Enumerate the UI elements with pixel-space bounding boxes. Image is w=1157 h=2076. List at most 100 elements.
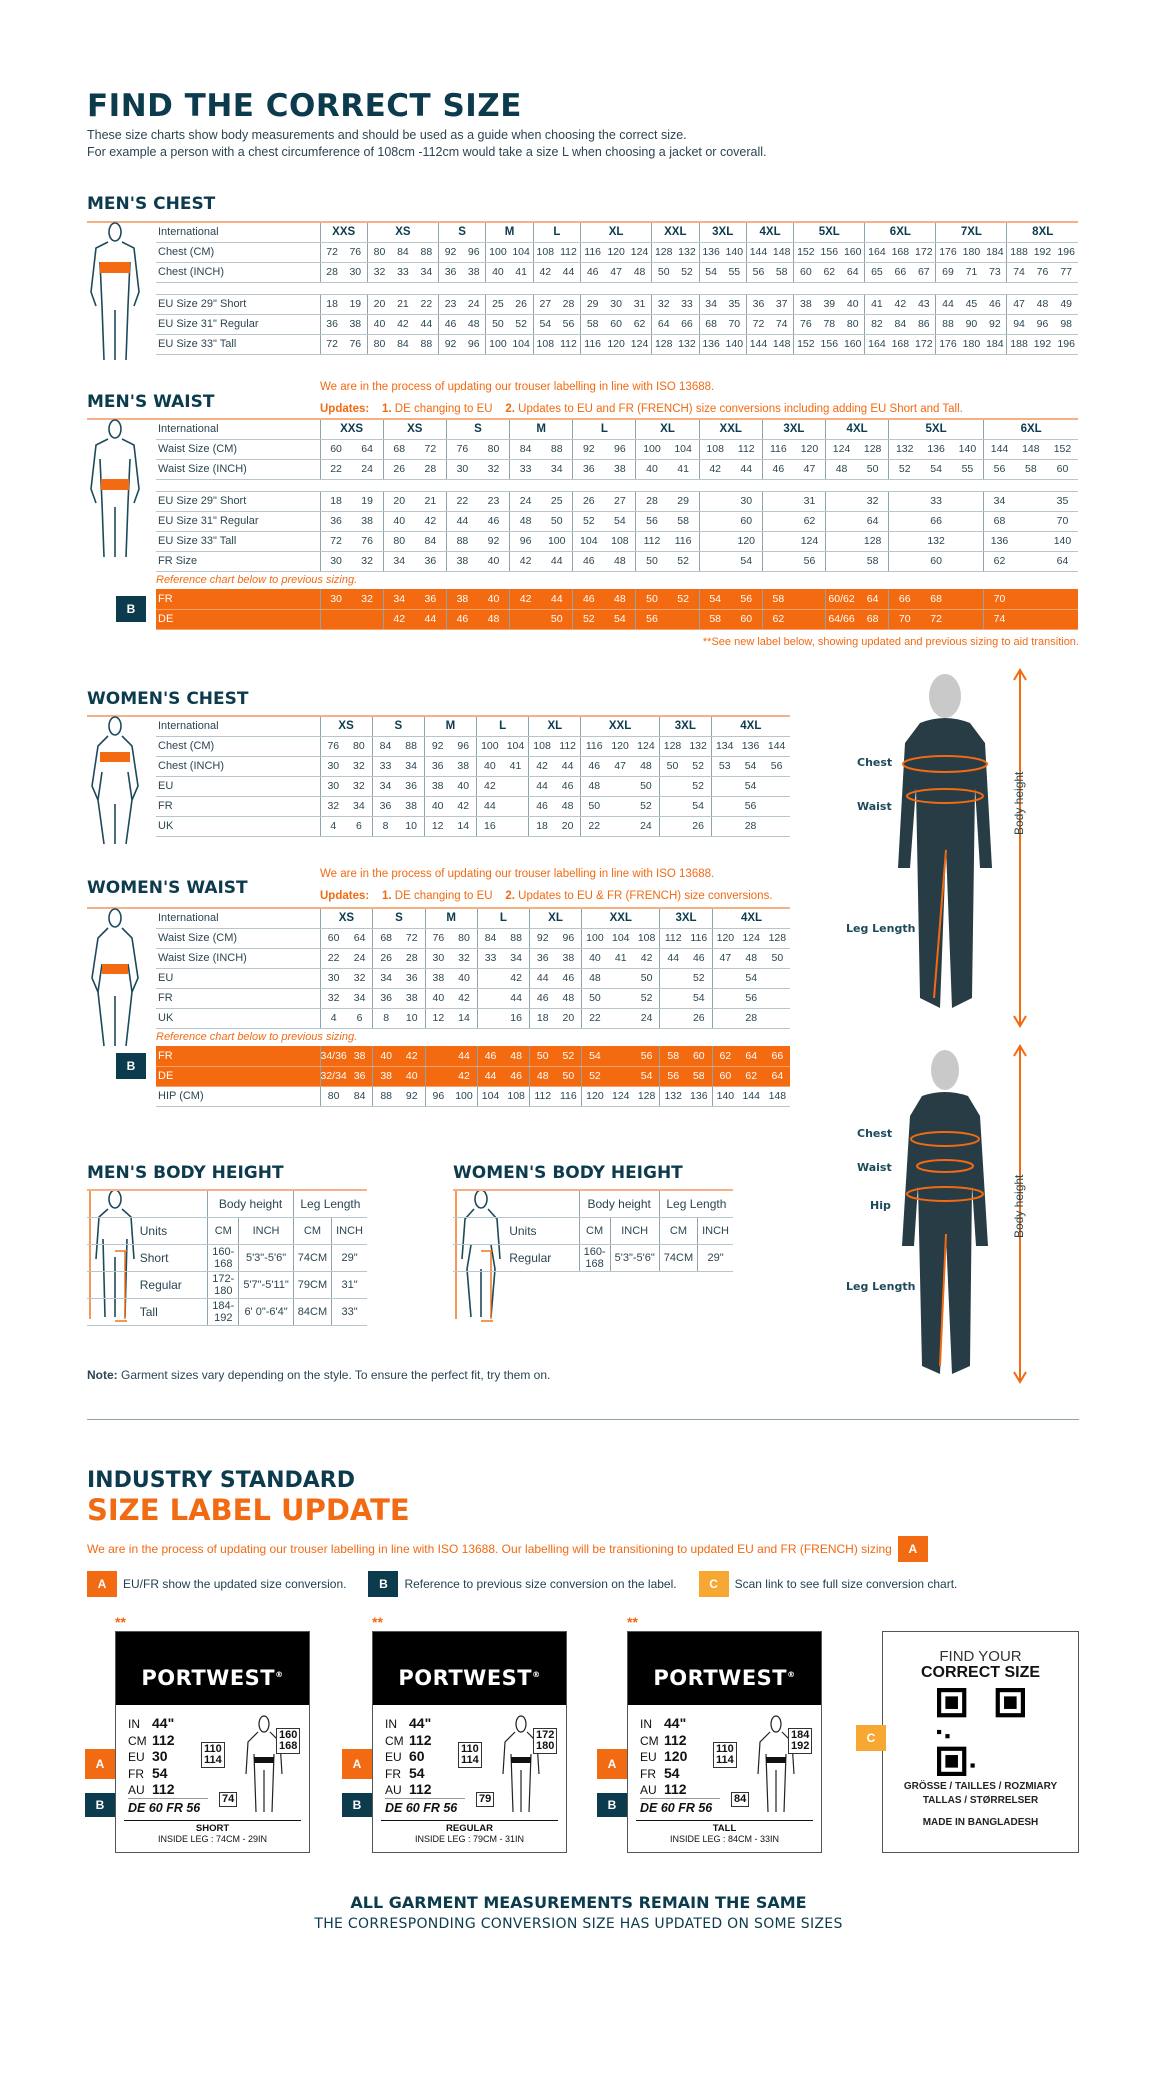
table-cell: 73	[983, 262, 1007, 283]
table-cell: 38	[398, 796, 425, 817]
table-cell: 64	[857, 511, 889, 532]
female-outline-chest-icon	[91, 716, 139, 845]
qr-code[interactable]	[936, 1688, 1025, 1776]
size-header: XL	[580, 222, 652, 243]
table-cell	[763, 796, 790, 817]
table-cell: 46	[477, 511, 510, 532]
table-cell	[793, 609, 826, 630]
table-cell: 94	[1006, 314, 1031, 335]
brand-name: PORTWEST	[141, 1666, 276, 1690]
table-cell: 45	[959, 294, 984, 315]
size-header: XS	[319, 716, 373, 737]
table-cell: 38	[793, 294, 818, 315]
table-cell: 58	[686, 1066, 713, 1087]
table-cell: 39	[817, 294, 842, 315]
table-cell: 46	[572, 589, 605, 610]
size-header: XL	[528, 908, 582, 929]
table-cell: 30	[343, 262, 368, 283]
table-cell: 116	[555, 1086, 582, 1107]
table-cell: 64	[651, 314, 676, 335]
table-cell: 100	[451, 1086, 478, 1107]
table-cell: 52	[667, 589, 700, 610]
value-key: FR	[385, 1766, 401, 1781]
table-cell: 104	[476, 1086, 504, 1107]
row-label: HIP (CM)	[156, 1086, 320, 1107]
table-cell	[951, 491, 984, 512]
table-cell: 5'3"-5'6"	[238, 1244, 294, 1272]
table-cell: 66	[764, 1046, 791, 1067]
table-cell: 44	[476, 1066, 504, 1087]
row-label: EU Size 31" Regular	[156, 511, 320, 532]
update-num: 2.	[505, 403, 515, 415]
table-cell: 96	[1030, 314, 1055, 335]
table-cell: 32	[451, 948, 478, 969]
table-cell: 36	[414, 551, 447, 572]
man-model-photo	[898, 674, 992, 1008]
table-cell	[711, 988, 739, 1009]
table-row: EU 30 32 34 36 38 40 42 44 46 48 50 52 54	[87, 968, 791, 989]
table-cell	[607, 968, 634, 989]
table-cell	[764, 968, 791, 989]
table-cell: 58	[580, 314, 605, 335]
table-cell: 46	[528, 988, 556, 1009]
badge-b: B	[597, 1793, 627, 1817]
table-cell: 76	[1030, 262, 1055, 283]
table-cell: 76	[424, 928, 452, 949]
table-cell: 44	[935, 294, 960, 315]
womens-waist-grid: International XS S M L XL XXL 3XL 4XL Waist Size …	[87, 907, 791, 1107]
table-cell: 88	[414, 334, 439, 355]
table-cell: 56	[635, 609, 668, 630]
table-cell: 64	[351, 439, 384, 460]
table-cell: 33	[509, 459, 542, 480]
badge-b: B	[368, 1571, 399, 1597]
value-key: CM	[640, 1733, 659, 1748]
table-cell	[476, 988, 504, 1009]
table-cell: 32	[351, 589, 384, 610]
table-cell: 21	[391, 294, 415, 315]
table-row: Tall 184-192 6' 0"-6'4" 84CM 33"	[87, 1298, 367, 1326]
table-cell: 88	[541, 439, 573, 460]
size-header: XXL	[580, 716, 660, 737]
table-cell: 30	[319, 551, 352, 572]
table-cell: 120	[604, 334, 628, 355]
value-in: 44"	[409, 1715, 432, 1731]
size-header: L	[532, 222, 581, 243]
update-num: 2.	[505, 890, 515, 902]
table-cell: 74	[1006, 262, 1031, 283]
table-cell: 36	[346, 1066, 373, 1087]
table-cell	[607, 988, 634, 1009]
size-header: 7XL	[935, 222, 1007, 243]
spacer-row	[87, 282, 1078, 295]
intro-text: These size charts show body measurements…	[87, 127, 767, 161]
table-cell: 136	[686, 1086, 713, 1107]
table-cell: 41	[509, 262, 534, 283]
male-outline-chest-icon	[90, 222, 140, 361]
table-row: EU Size 31" Regular 36 38 40 42 44 46 48 50 52 54 5…	[87, 314, 1078, 335]
garment-note: Note: Garment sizes vary depending on th…	[87, 1368, 550, 1382]
table-cell: 92	[477, 531, 510, 552]
header-row: International XS S M L XL XXL 3XL 4XL	[87, 716, 790, 737]
size-header: 3XL	[698, 222, 747, 243]
size-header: XS	[382, 419, 447, 440]
table-cell	[825, 531, 858, 552]
table-row: Waist Size (CM) 60 64 68 72 76 80 84 88 92 96 100 10…	[87, 439, 1079, 460]
row-label: FR	[156, 589, 320, 610]
table-cell: 27	[532, 294, 557, 315]
table-cell	[607, 1066, 634, 1087]
table-cell: 38	[445, 551, 478, 572]
table-cell: 164	[864, 242, 889, 263]
table-cell: 48	[604, 551, 636, 572]
table-cell: 96	[462, 334, 486, 355]
value-eu: 60	[409, 1748, 425, 1764]
woman-body-height-label: Body height	[1012, 1174, 1026, 1238]
table-cell: 68	[372, 928, 399, 949]
table-cell: 44	[659, 948, 686, 969]
table-cell: 33	[391, 262, 415, 283]
table-cell	[502, 776, 529, 797]
mens-waist-notes: We are in the process of updating our tr…	[320, 376, 963, 420]
table-cell: 56	[737, 796, 764, 817]
table-cell: 4	[319, 816, 347, 837]
table-cell: 40	[477, 589, 510, 610]
table-cell	[888, 531, 921, 552]
size-header: 3XL	[659, 908, 713, 929]
